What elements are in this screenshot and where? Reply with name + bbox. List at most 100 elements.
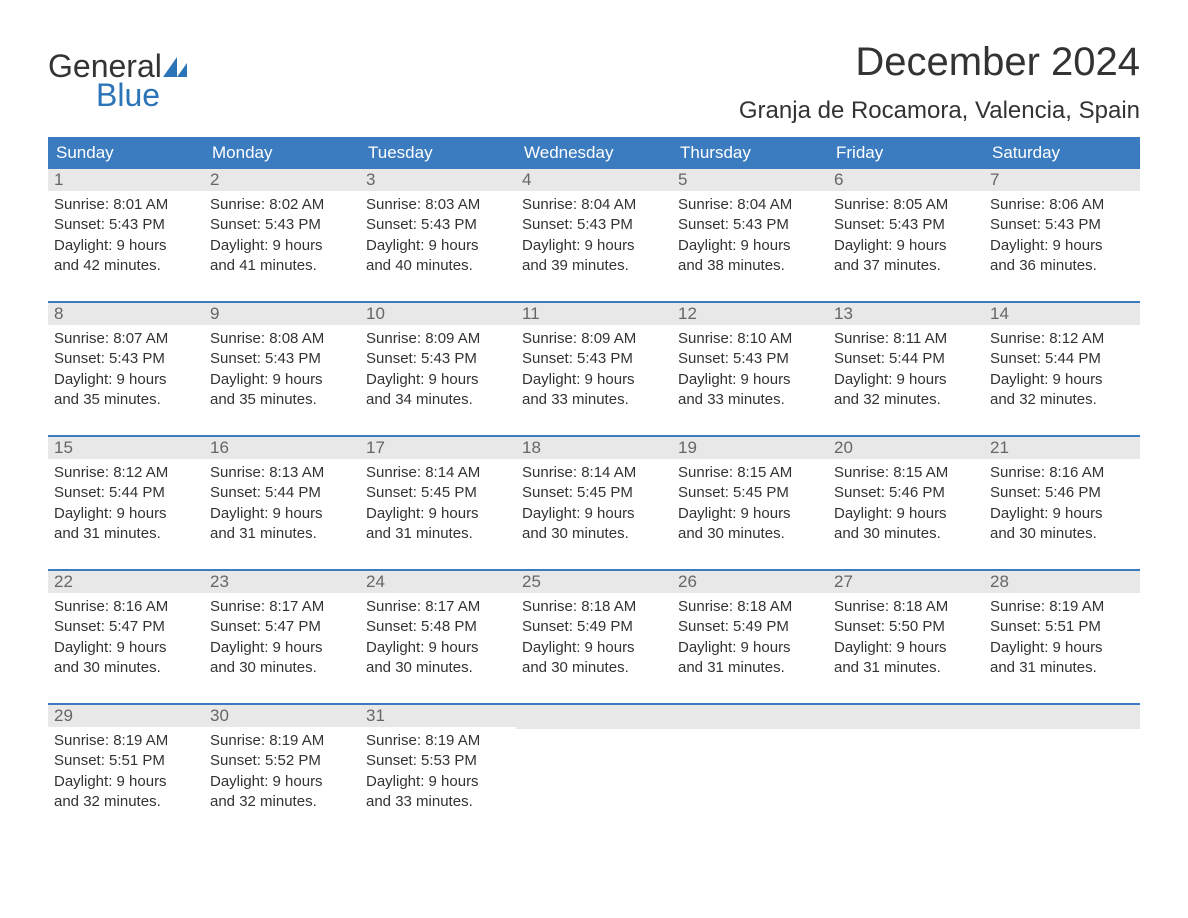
day-content: Sunrise: 8:03 AMSunset: 5:43 PMDaylight:… [360, 191, 516, 280]
daylight-text-line2: and 30 minutes. [990, 524, 1134, 544]
daylight-text-line1: Daylight: 9 hours [522, 504, 666, 524]
day-number: 15 [48, 437, 204, 459]
day-number [516, 705, 672, 729]
daylight-text-line2: and 31 minutes. [54, 524, 198, 544]
day-number: 17 [360, 437, 516, 459]
daylight-text-line2: and 32 minutes. [990, 390, 1134, 410]
sunset-text: Sunset: 5:51 PM [990, 617, 1134, 637]
day-cell: 8Sunrise: 8:07 AMSunset: 5:43 PMDaylight… [48, 303, 204, 425]
daylight-text-line1: Daylight: 9 hours [54, 772, 198, 792]
daylight-text-line1: Daylight: 9 hours [834, 236, 978, 256]
sunrise-text: Sunrise: 8:16 AM [990, 463, 1134, 483]
daylight-text-line1: Daylight: 9 hours [366, 638, 510, 658]
day-header-friday: Friday [828, 137, 984, 169]
sunrise-text: Sunrise: 8:18 AM [522, 597, 666, 617]
day-number: 25 [516, 571, 672, 593]
day-number: 19 [672, 437, 828, 459]
day-number: 16 [204, 437, 360, 459]
week-row: 29Sunrise: 8:19 AMSunset: 5:51 PMDayligh… [48, 703, 1140, 827]
daylight-text-line1: Daylight: 9 hours [54, 638, 198, 658]
sunset-text: Sunset: 5:43 PM [210, 215, 354, 235]
day-number: 8 [48, 303, 204, 325]
day-cell: 11Sunrise: 8:09 AMSunset: 5:43 PMDayligh… [516, 303, 672, 425]
day-header-tuesday: Tuesday [360, 137, 516, 169]
daylight-text-line1: Daylight: 9 hours [990, 370, 1134, 390]
day-content: Sunrise: 8:04 AMSunset: 5:43 PMDaylight:… [516, 191, 672, 280]
day-number: 5 [672, 169, 828, 191]
day-cell: 7Sunrise: 8:06 AMSunset: 5:43 PMDaylight… [984, 169, 1140, 291]
sunrise-text: Sunrise: 8:04 AM [522, 195, 666, 215]
day-cell: 26Sunrise: 8:18 AMSunset: 5:49 PMDayligh… [672, 571, 828, 693]
day-content: Sunrise: 8:19 AMSunset: 5:52 PMDaylight:… [204, 727, 360, 816]
daylight-text-line1: Daylight: 9 hours [678, 638, 822, 658]
sunrise-text: Sunrise: 8:15 AM [678, 463, 822, 483]
sunset-text: Sunset: 5:43 PM [678, 349, 822, 369]
day-number: 22 [48, 571, 204, 593]
sunset-text: Sunset: 5:51 PM [54, 751, 198, 771]
sunset-text: Sunset: 5:43 PM [522, 349, 666, 369]
sunrise-text: Sunrise: 8:09 AM [366, 329, 510, 349]
day-content: Sunrise: 8:14 AMSunset: 5:45 PMDaylight:… [360, 459, 516, 548]
daylight-text-line2: and 31 minutes. [210, 524, 354, 544]
sunset-text: Sunset: 5:53 PM [366, 751, 510, 771]
day-number: 18 [516, 437, 672, 459]
day-number: 27 [828, 571, 984, 593]
month-title: December 2024 [739, 40, 1140, 85]
daylight-text-line2: and 33 minutes. [522, 390, 666, 410]
day-number: 11 [516, 303, 672, 325]
daylight-text-line1: Daylight: 9 hours [522, 370, 666, 390]
sunrise-text: Sunrise: 8:03 AM [366, 195, 510, 215]
sunrise-text: Sunrise: 8:14 AM [366, 463, 510, 483]
daylight-text-line2: and 31 minutes. [678, 658, 822, 678]
daylight-text-line1: Daylight: 9 hours [210, 504, 354, 524]
day-cell: 18Sunrise: 8:14 AMSunset: 5:45 PMDayligh… [516, 437, 672, 559]
daylight-text-line2: and 37 minutes. [834, 256, 978, 276]
sunset-text: Sunset: 5:43 PM [54, 215, 198, 235]
day-content: Sunrise: 8:17 AMSunset: 5:48 PMDaylight:… [360, 593, 516, 682]
day-cell: 25Sunrise: 8:18 AMSunset: 5:49 PMDayligh… [516, 571, 672, 693]
daylight-text-line1: Daylight: 9 hours [54, 370, 198, 390]
sunset-text: Sunset: 5:44 PM [54, 483, 198, 503]
sunrise-text: Sunrise: 8:07 AM [54, 329, 198, 349]
day-cell: 19Sunrise: 8:15 AMSunset: 5:45 PMDayligh… [672, 437, 828, 559]
day-number: 2 [204, 169, 360, 191]
day-content: Sunrise: 8:19 AMSunset: 5:53 PMDaylight:… [360, 727, 516, 816]
day-number: 23 [204, 571, 360, 593]
day-content: Sunrise: 8:19 AMSunset: 5:51 PMDaylight:… [48, 727, 204, 816]
day-cell: 10Sunrise: 8:09 AMSunset: 5:43 PMDayligh… [360, 303, 516, 425]
sunset-text: Sunset: 5:43 PM [210, 349, 354, 369]
sunrise-text: Sunrise: 8:14 AM [522, 463, 666, 483]
sunset-text: Sunset: 5:49 PM [678, 617, 822, 637]
day-number: 7 [984, 169, 1140, 191]
daylight-text-line1: Daylight: 9 hours [210, 236, 354, 256]
title-block: December 2024 Granja de Rocamora, Valenc… [739, 40, 1140, 125]
day-number: 29 [48, 705, 204, 727]
day-number: 26 [672, 571, 828, 593]
day-number: 20 [828, 437, 984, 459]
day-cell: 14Sunrise: 8:12 AMSunset: 5:44 PMDayligh… [984, 303, 1140, 425]
daylight-text-line2: and 32 minutes. [54, 792, 198, 812]
sunrise-text: Sunrise: 8:08 AM [210, 329, 354, 349]
daylight-text-line1: Daylight: 9 hours [678, 370, 822, 390]
sunset-text: Sunset: 5:47 PM [54, 617, 198, 637]
sunrise-text: Sunrise: 8:13 AM [210, 463, 354, 483]
day-content: Sunrise: 8:18 AMSunset: 5:49 PMDaylight:… [672, 593, 828, 682]
day-content: Sunrise: 8:06 AMSunset: 5:43 PMDaylight:… [984, 191, 1140, 280]
sunrise-text: Sunrise: 8:19 AM [210, 731, 354, 751]
day-cell: 3Sunrise: 8:03 AMSunset: 5:43 PMDaylight… [360, 169, 516, 291]
day-cell [516, 705, 672, 827]
sunrise-text: Sunrise: 8:17 AM [366, 597, 510, 617]
sunrise-text: Sunrise: 8:19 AM [54, 731, 198, 751]
day-cell: 4Sunrise: 8:04 AMSunset: 5:43 PMDaylight… [516, 169, 672, 291]
daylight-text-line2: and 30 minutes. [522, 658, 666, 678]
sunset-text: Sunset: 5:43 PM [834, 215, 978, 235]
logo-text-blue: Blue [96, 77, 191, 114]
sunset-text: Sunset: 5:44 PM [834, 349, 978, 369]
daylight-text-line1: Daylight: 9 hours [210, 370, 354, 390]
day-number: 3 [360, 169, 516, 191]
sunset-text: Sunset: 5:44 PM [210, 483, 354, 503]
daylight-text-line2: and 30 minutes. [522, 524, 666, 544]
daylight-text-line1: Daylight: 9 hours [834, 370, 978, 390]
daylight-text-line1: Daylight: 9 hours [366, 772, 510, 792]
daylight-text-line2: and 30 minutes. [678, 524, 822, 544]
